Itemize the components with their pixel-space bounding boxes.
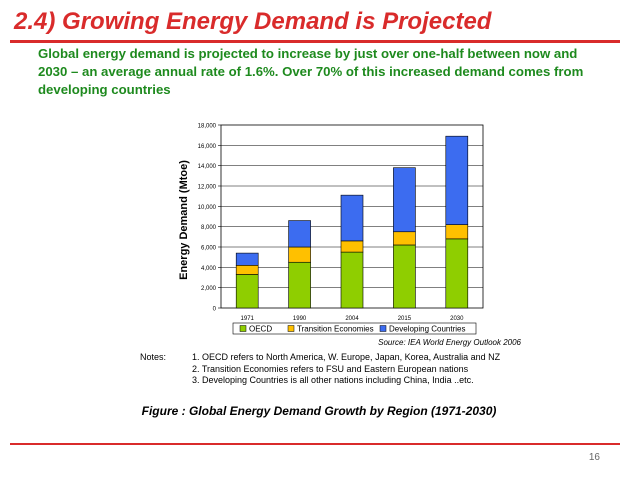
footer-rule	[10, 443, 620, 445]
bar-segment	[288, 261, 311, 309]
legend-swatch	[239, 325, 247, 332]
x-tick-label: 1971	[241, 316, 255, 322]
y-tick-label: 14,000	[198, 164, 217, 170]
y-tick-label: 0	[213, 307, 217, 313]
legend-swatch	[287, 325, 295, 332]
y-tick-label: 10,000	[198, 205, 217, 211]
y-axis-label: Energy Demand (Mtoe)	[178, 160, 190, 280]
y-tick-label: 6,000	[201, 246, 217, 252]
legend-label: Developing Countries	[389, 325, 466, 334]
x-tick-label: 2030	[450, 316, 464, 322]
note-item: 1. OECD refers to North America, W. Euro…	[192, 352, 501, 362]
title-underline	[10, 40, 620, 43]
bar-segment	[235, 264, 259, 275]
page-number: 16	[588, 452, 600, 463]
legend-box	[232, 322, 477, 335]
y-tick-label: 16,000	[198, 144, 217, 150]
x-tick-label: 2015	[398, 316, 412, 322]
slide-subtitle: Global energy demand is projected to inc…	[38, 46, 584, 97]
chart-notes: Notes: 1. OECD refers to North America, W…	[140, 352, 500, 387]
bar-segment	[445, 238, 469, 309]
bar-segment	[393, 167, 416, 233]
bar-segment	[340, 194, 364, 242]
notes-label: Notes:	[140, 352, 167, 362]
legend-label: OECD	[249, 325, 272, 334]
bar-segment	[288, 220, 311, 248]
bar-segment	[393, 244, 416, 309]
y-tick-label: 12,000	[198, 185, 217, 191]
x-tick-label: 1990	[293, 316, 307, 322]
bar-segment	[445, 224, 469, 240]
y-tick-label: 4,000	[201, 266, 217, 272]
note-item: 3. Developing Countries is all other nat…	[192, 375, 474, 385]
y-tick-label: 18,000	[198, 124, 217, 130]
legend-label: Transition Economies	[297, 325, 374, 334]
y-tick-label: 8,000	[201, 225, 217, 231]
legend-swatch	[379, 325, 387, 332]
bar-segment	[340, 240, 364, 253]
bar-segment	[340, 251, 364, 309]
bar-segment	[445, 135, 469, 225]
note-item: 2. Transition Economies refers to FSU an…	[192, 363, 469, 374]
bar-segment	[288, 246, 311, 263]
bar-segment	[235, 252, 259, 266]
chart-source: Source: IEA World Energy Outlook 2006	[378, 338, 521, 347]
slide-title: 2.4) Growing Energy Demand is Projected	[14, 8, 492, 35]
bar-segment	[235, 274, 259, 309]
x-tick-label: 2004	[345, 316, 359, 322]
bar-segment	[393, 231, 416, 246]
y-tick-label: 2,000	[201, 286, 217, 292]
figure-caption: Figure : Global Energy Demand Growth by …	[141, 404, 497, 418]
